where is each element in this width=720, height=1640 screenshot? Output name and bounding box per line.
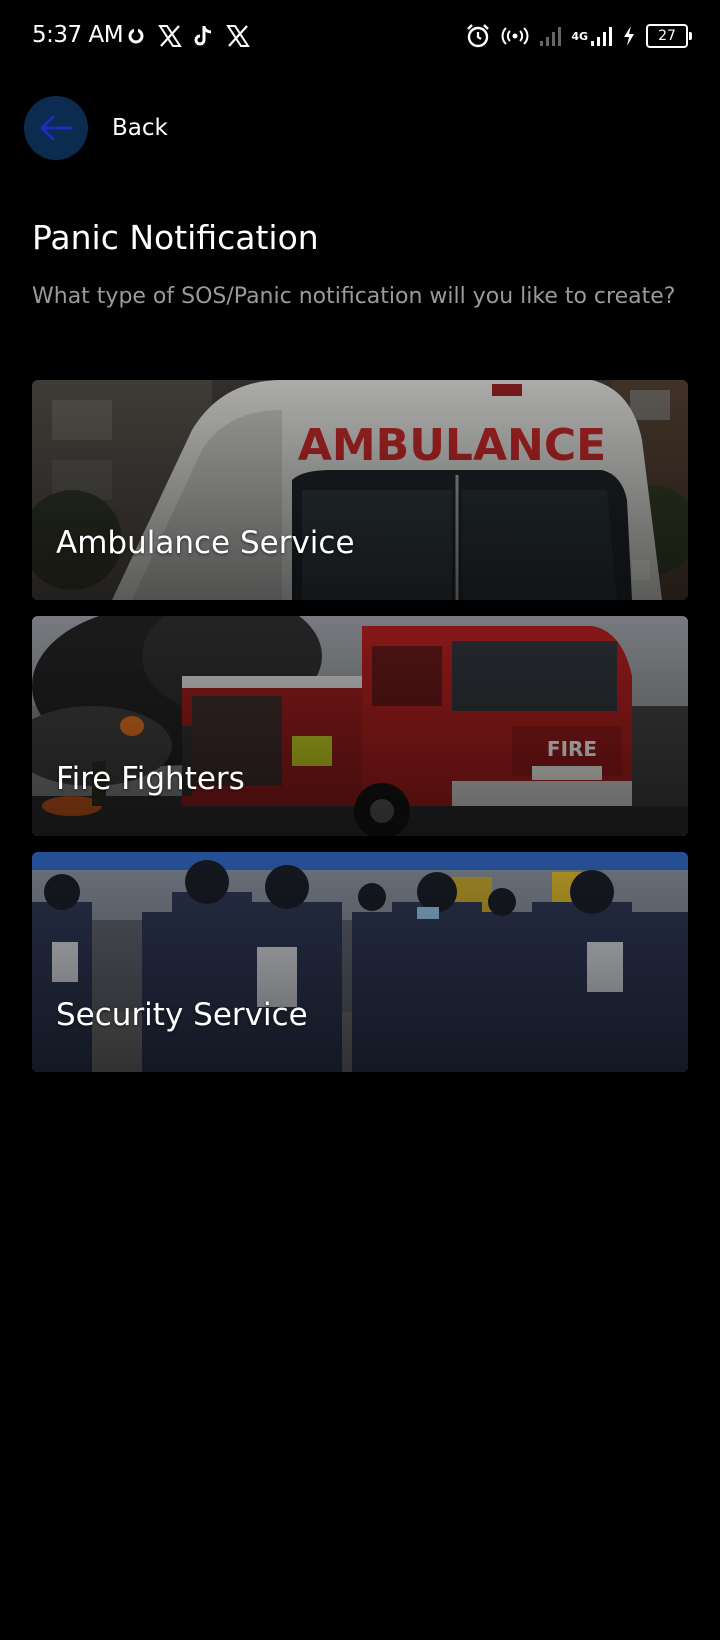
x-icon [226, 25, 250, 47]
card-overlay [32, 852, 688, 1072]
battery-level: 27 [658, 28, 676, 44]
hotspot-icon [501, 25, 529, 47]
back-label[interactable]: Back [112, 115, 168, 141]
back-button[interactable] [24, 96, 88, 160]
page-title: Panic Notification [32, 218, 319, 257]
status-bar: 5:37 AM 4G 27 [0, 0, 720, 72]
notification-type-list: AMBULANCE Ambulance Service [32, 380, 688, 1088]
security-service-label: Security Service [56, 997, 308, 1033]
security-service-card[interactable]: Security Service [32, 852, 688, 1072]
fire-fighters-label: Fire Fighters [56, 761, 245, 797]
signal-icon [539, 25, 562, 47]
status-right-icons: 4G 27 [465, 22, 692, 50]
signal-4g-icon: 4G [571, 25, 612, 47]
battery-icon: 27 [646, 24, 692, 48]
card-overlay [32, 380, 688, 600]
back-row: Back [24, 96, 168, 160]
charging-icon [622, 25, 636, 47]
ambulance-service-label: Ambulance Service [56, 525, 355, 561]
sync-icon [126, 26, 146, 46]
tiktok-icon [194, 25, 214, 47]
arrow-left-icon [40, 115, 73, 141]
ambulance-service-card[interactable]: AMBULANCE Ambulance Service [32, 380, 688, 600]
network-type-label: 4G [571, 29, 588, 43]
status-time: 5:37 AM [32, 22, 124, 48]
page-subtitle: What type of SOS/Panic notification will… [32, 284, 676, 309]
alarm-icon [465, 23, 491, 49]
x-icon [158, 25, 182, 47]
fire-fighters-card[interactable]: FIRE Fire Fighters [32, 616, 688, 836]
card-overlay [32, 616, 688, 836]
status-left-icons [126, 22, 250, 50]
